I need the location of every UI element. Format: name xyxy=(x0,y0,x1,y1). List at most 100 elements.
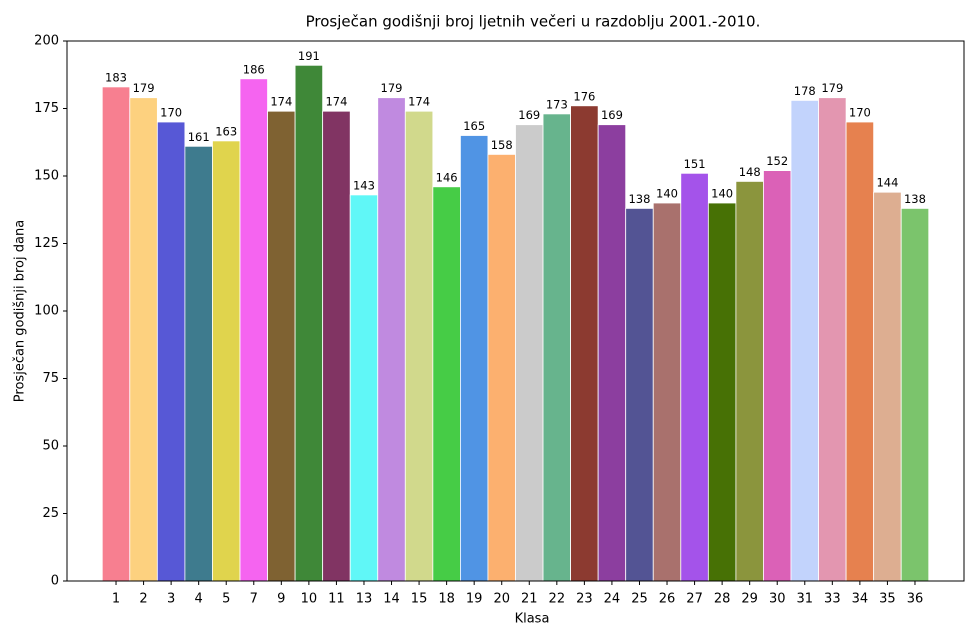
value-label: 144 xyxy=(876,176,898,190)
value-label: 178 xyxy=(794,84,816,98)
x-tick-label: 23 xyxy=(576,592,593,607)
value-label: 140 xyxy=(711,187,733,201)
value-label: 143 xyxy=(353,178,375,192)
value-label: 174 xyxy=(270,95,292,109)
bar xyxy=(212,140,241,582)
x-tick-label: 29 xyxy=(741,592,758,607)
x-tick-label: 13 xyxy=(356,592,373,607)
bar xyxy=(294,64,324,582)
x-tick-label: 18 xyxy=(438,592,455,607)
value-label: 169 xyxy=(518,108,540,122)
x-tick-label: 22 xyxy=(549,592,566,607)
y-tick-label: 25 xyxy=(42,506,59,521)
value-label: 179 xyxy=(133,81,155,95)
bar xyxy=(432,186,461,582)
value-label: 163 xyxy=(215,124,237,138)
value-label: 138 xyxy=(904,192,926,206)
y-tick-label: 200 xyxy=(34,34,59,49)
value-label: 161 xyxy=(188,130,210,144)
x-tick-label: 10 xyxy=(301,592,318,607)
bar xyxy=(101,86,131,582)
x-tick-label: 9 xyxy=(277,592,285,607)
value-label: 176 xyxy=(573,89,595,103)
bar xyxy=(542,113,571,582)
bar xyxy=(680,172,709,582)
value-label: 186 xyxy=(243,62,265,76)
bar xyxy=(570,105,599,582)
x-tick-label: 4 xyxy=(195,592,203,607)
value-label: 152 xyxy=(766,154,788,168)
value-label: 174 xyxy=(408,95,430,109)
bar xyxy=(900,207,930,582)
x-tick-label: 36 xyxy=(907,592,924,607)
x-tick-label: 2 xyxy=(139,592,147,607)
value-label: 173 xyxy=(546,97,568,111)
value-label: 191 xyxy=(298,49,320,63)
x-tick-label: 1 xyxy=(112,592,120,607)
bar xyxy=(597,124,627,582)
bar xyxy=(873,191,902,582)
bar xyxy=(267,110,296,582)
bar xyxy=(735,180,764,582)
x-tick-label: 26 xyxy=(659,592,676,607)
x-tick-label: 21 xyxy=(521,592,538,607)
bar xyxy=(763,170,792,582)
x-tick-label: 15 xyxy=(411,592,428,607)
x-tick-label: 7 xyxy=(250,592,258,607)
bar xyxy=(707,202,737,582)
bar xyxy=(790,100,819,582)
x-tick-label: 28 xyxy=(714,592,731,607)
value-label: 140 xyxy=(656,187,678,201)
bar xyxy=(487,153,516,582)
x-tick-label: 27 xyxy=(686,592,703,607)
x-tick-label: 34 xyxy=(852,592,869,607)
value-label: 170 xyxy=(849,106,871,120)
value-label: 148 xyxy=(739,165,761,179)
bar xyxy=(652,202,682,582)
bar xyxy=(625,207,654,582)
value-label: 183 xyxy=(105,70,127,84)
x-tick-label: 3 xyxy=(167,592,175,607)
y-tick-label: 50 xyxy=(42,439,59,454)
bar xyxy=(322,110,351,582)
value-label: 146 xyxy=(436,170,458,184)
x-tick-label: 5 xyxy=(222,592,230,607)
bar xyxy=(184,145,213,582)
chart-title: Prosječan godišnji broj ljetnih večeri u… xyxy=(306,13,761,31)
y-tick-label: 0 xyxy=(51,574,59,589)
bar xyxy=(129,97,158,582)
value-label: 179 xyxy=(821,81,843,95)
x-tick-label: 25 xyxy=(631,592,648,607)
bar xyxy=(349,194,379,582)
x-tick-label: 19 xyxy=(466,592,483,607)
x-tick-label: 24 xyxy=(604,592,621,607)
y-tick-label: 175 xyxy=(34,101,59,116)
bar xyxy=(377,97,406,582)
x-axis-label: Klasa xyxy=(515,612,550,627)
y-tick-label: 150 xyxy=(34,169,59,184)
plot-frame xyxy=(66,40,965,582)
value-label: 170 xyxy=(160,106,182,120)
y-axis-label: Prosječan godišnji broj dana xyxy=(13,220,28,402)
bar xyxy=(404,110,434,582)
x-tick-label: 33 xyxy=(824,592,841,607)
bar xyxy=(845,121,875,582)
bar xyxy=(818,97,847,582)
value-label: 138 xyxy=(628,192,650,206)
bar xyxy=(239,78,268,582)
x-tick-label: 31 xyxy=(797,592,814,607)
value-label: 158 xyxy=(491,138,513,152)
value-label: 179 xyxy=(381,81,403,95)
x-tick-label: 14 xyxy=(383,592,400,607)
x-tick-label: 20 xyxy=(493,592,510,607)
bar xyxy=(459,135,489,582)
y-tick-label: 75 xyxy=(42,371,59,386)
y-tick-label: 100 xyxy=(34,304,59,319)
bar xyxy=(515,124,544,582)
x-tick-label: 30 xyxy=(769,592,786,607)
value-label: 151 xyxy=(684,157,706,171)
value-label: 165 xyxy=(463,119,485,133)
x-tick-label: 35 xyxy=(879,592,896,607)
